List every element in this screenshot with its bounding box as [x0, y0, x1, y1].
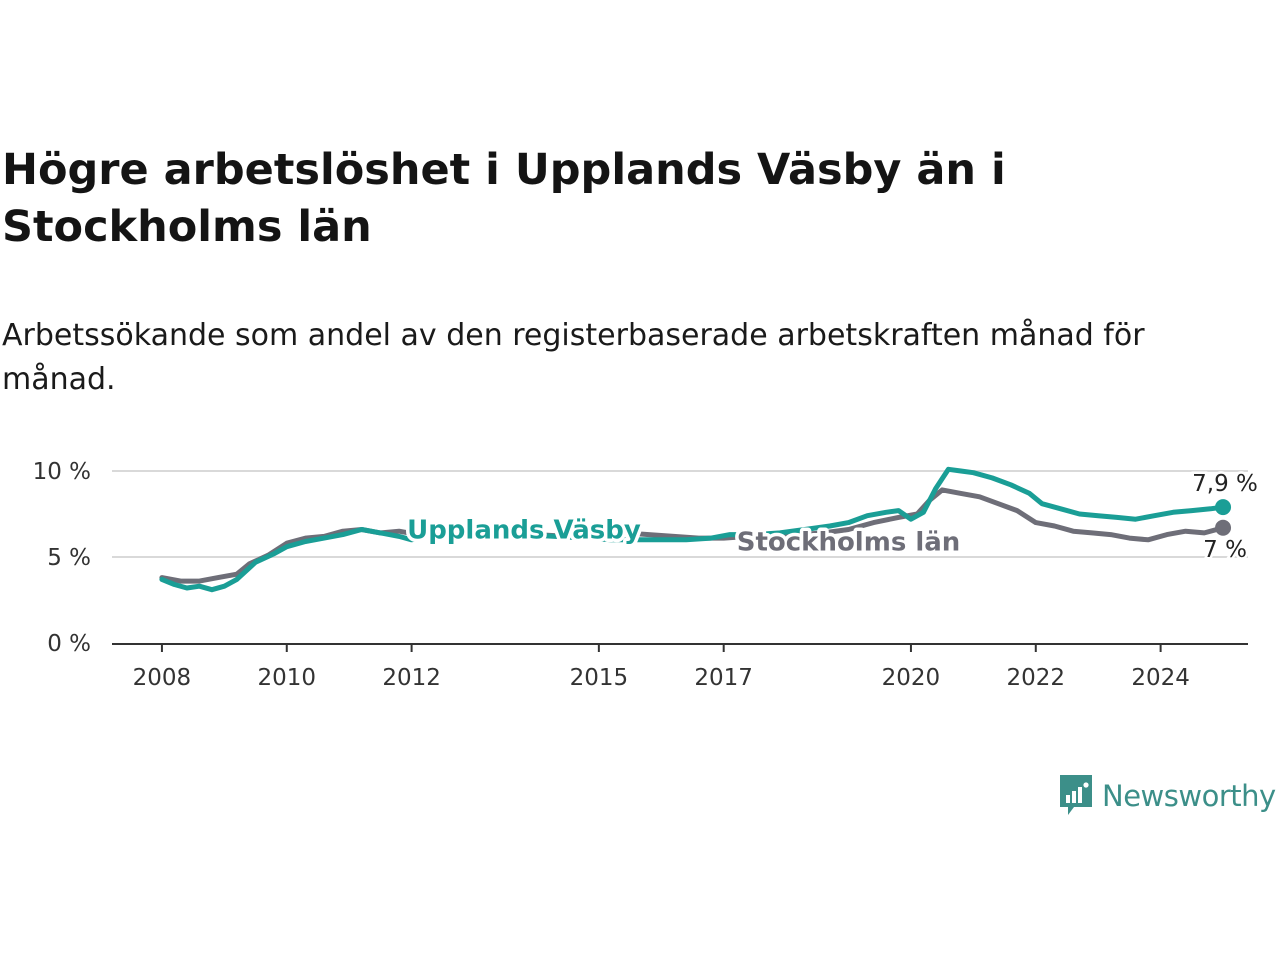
endpoint-value-label: 7,9 % [1192, 471, 1258, 497]
y-tick-label: 5 % [47, 545, 91, 571]
x-tick-label: 2022 [1007, 665, 1066, 691]
gridlines [112, 470, 1248, 558]
series-line-upplands-väsby [159, 466, 1226, 593]
newsworthy-logo: Newsworthy [1058, 772, 1276, 820]
x-axis-tick-labels: 2008 2010 2012 2015 2017 2020 2022 2024 [133, 665, 1190, 691]
series-label-stockholms-län: Stockholms län [737, 528, 961, 558]
x-tick-label: 2012 [382, 665, 441, 691]
x-tick-label: 2020 [882, 665, 941, 691]
series-endpoints: 7 % 7,9 % [1190, 469, 1261, 566]
newsworthy-logo-icon [1060, 775, 1092, 815]
y-axis-tick-labels: 0 % 5 % 10 % [33, 459, 91, 657]
newsworthy-logo-text: Newsworthy [1102, 779, 1276, 813]
x-tick-label: 2017 [694, 665, 753, 691]
x-tick-label: 2015 [570, 665, 629, 691]
endpoint-marker [1215, 499, 1232, 516]
endpoint-value-label: 7 % [1203, 537, 1247, 563]
page-subtitle: Arbetssökande som andel av den registerb… [2, 318, 1145, 397]
x-tick-label: 2008 [133, 665, 192, 691]
y-tick-label: 0 % [47, 631, 91, 657]
y-tick-label: 10 % [33, 459, 91, 485]
series-line-stockholms-län [159, 487, 1226, 584]
endpoint-marker [1215, 519, 1232, 536]
x-tick-label: 2010 [257, 665, 316, 691]
line-chart: 0 %5 %10 % 2008 2010 2012 2015 2017 2020 2022 2… [33, 459, 1261, 691]
x-axis [112, 643, 1248, 652]
page-title: Högre arbetslöshet i Upplands Väsby än i… [2, 145, 1006, 252]
x-tick-label: 2024 [1131, 665, 1190, 691]
series-label-upplands-väsby: Upplands Väsby [407, 515, 641, 545]
series-lines [159, 466, 1226, 593]
series-annotations: Upplands Väsby Stockholms län [404, 512, 964, 561]
